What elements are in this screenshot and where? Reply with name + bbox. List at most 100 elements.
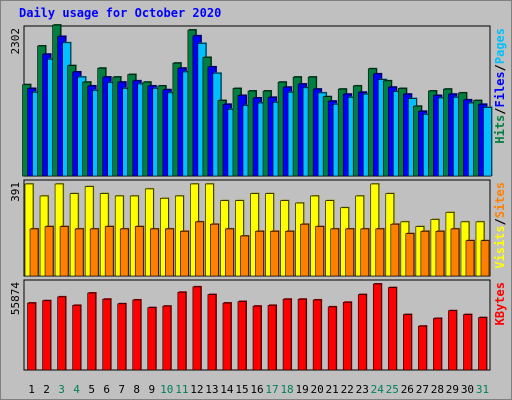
bar-kbytes-25 <box>387 287 397 371</box>
x-tick-7: 7 <box>118 383 125 396</box>
bar-sites-16 <box>255 230 264 277</box>
legend-kbytes: KBytes <box>493 282 507 325</box>
x-tick-22: 22 <box>341 383 354 396</box>
x-tick-14: 14 <box>220 383 234 396</box>
bar-kbytes-2 <box>42 300 51 371</box>
bar-sites-18 <box>285 230 294 277</box>
x-tick-12: 12 <box>190 383 203 396</box>
bar-kbytes-3 <box>57 296 66 371</box>
bar-kbytes-1 <box>27 302 36 371</box>
bar-kbytes-20 <box>312 299 322 371</box>
panel-top-ymax-label: 2302 <box>9 28 22 55</box>
bar-sites-8 <box>134 226 144 277</box>
x-tick-21: 21 <box>326 383 339 396</box>
bar-kbytes-18 <box>282 298 292 371</box>
x-tick-11: 11 <box>175 383 188 396</box>
legend-separator: / <box>493 107 507 114</box>
chart-panels: 2302Hits/Files/Pages391Visits/Sites55874… <box>9 24 507 371</box>
x-tick-17: 17 <box>265 383 278 396</box>
bar-kbytes-28 <box>433 318 442 371</box>
bar-sites-9 <box>149 228 159 277</box>
legend-separator: / <box>493 218 507 225</box>
bar-kbytes-9 <box>147 307 157 371</box>
bar-sites-23 <box>360 228 370 277</box>
x-tick-9: 9 <box>148 383 155 396</box>
bar-kbytes-19 <box>297 298 307 371</box>
bar-kbytes-22 <box>342 301 352 371</box>
x-tick-10: 10 <box>160 383 173 396</box>
x-tick-19: 19 <box>295 383 308 396</box>
bar-sites-22 <box>345 228 354 277</box>
bar-sites-29 <box>450 228 460 277</box>
legend-visits: Visits <box>493 225 507 268</box>
bar-kbytes-24 <box>372 283 382 371</box>
x-tick-24: 24 <box>371 383 385 396</box>
bar-kbytes-30 <box>463 314 472 371</box>
bar-kbytes-8 <box>132 299 142 371</box>
bar-kbytes-27 <box>418 325 427 371</box>
bar-kbytes-13 <box>207 294 217 371</box>
bar-sites-2 <box>44 226 54 277</box>
bar-pages-31 <box>483 107 492 177</box>
bar-kbytes-14 <box>222 302 232 371</box>
x-tick-2: 2 <box>43 383 50 396</box>
x-tick-30: 30 <box>461 383 474 396</box>
x-tick-27: 27 <box>416 383 429 396</box>
x-tick-4: 4 <box>73 383 80 396</box>
legend-pages: Pages <box>493 28 507 64</box>
bar-sites-27 <box>420 230 430 277</box>
bar-sites-6 <box>104 226 114 277</box>
x-tick-23: 23 <box>356 383 369 396</box>
bar-kbytes-11 <box>177 291 187 371</box>
legend-files: Files <box>493 71 507 107</box>
x-tick-18: 18 <box>280 383 293 396</box>
bar-sites-10 <box>165 228 174 277</box>
x-tick-8: 8 <box>133 383 140 396</box>
bar-sites-19 <box>300 223 309 277</box>
legend-separator: / <box>493 64 507 71</box>
x-tick-25: 25 <box>386 383 399 396</box>
bar-sites-28 <box>435 230 445 277</box>
panel-top-legend: Hits/Files/Pages <box>493 28 507 144</box>
bar-sites-11 <box>180 230 189 277</box>
x-tick-20: 20 <box>311 383 324 396</box>
legend-hits: Hits <box>493 115 507 144</box>
x-tick-28: 28 <box>431 383 444 396</box>
bar-sites-30 <box>465 240 475 277</box>
x-tick-26: 26 <box>401 383 414 396</box>
bar-sites-24 <box>375 228 385 277</box>
bar-kbytes-21 <box>327 306 337 371</box>
bar-sites-7 <box>119 228 129 277</box>
bar-kbytes-12 <box>192 286 202 371</box>
panel-bottom-ymax-label: 55874 <box>9 282 22 315</box>
bar-kbytes-7 <box>117 303 127 371</box>
x-tick-31: 31 <box>476 383 489 396</box>
bar-kbytes-16 <box>252 305 262 371</box>
x-tick-5: 5 <box>88 383 95 396</box>
legend-sites: Sites <box>493 182 507 218</box>
x-tick-13: 13 <box>205 383 218 396</box>
x-tick-6: 6 <box>103 383 110 396</box>
panel-middle-legend: Visits/Sites <box>493 182 507 269</box>
bar-sites-15 <box>240 235 249 277</box>
bar-sites-5 <box>89 228 99 277</box>
bar-kbytes-10 <box>162 305 172 371</box>
chart-title: Daily usage for October 2020 <box>19 6 221 20</box>
bar-sites-25 <box>390 223 400 277</box>
bar-sites-12 <box>195 221 204 277</box>
bar-sites-20 <box>315 226 324 277</box>
bar-sites-21 <box>330 228 339 277</box>
bar-sites-31 <box>480 240 490 277</box>
bar-sites-13 <box>210 223 219 277</box>
x-tick-16: 16 <box>250 383 263 396</box>
bar-kbytes-23 <box>357 294 367 371</box>
bar-sites-1 <box>29 228 39 277</box>
x-tick-3: 3 <box>58 383 65 396</box>
x-axis-tick-labels: 1 2 3 4 5 6 7 8 9 10 11 12 13 14 15 16 17 18 19 20 21 22 23 24 2… <box>28 383 489 396</box>
panel-bottom-legend: KBytes <box>493 282 507 325</box>
bar-kbytes-15 <box>237 301 247 371</box>
bar-sites-26 <box>405 233 415 277</box>
x-tick-29: 29 <box>446 383 459 396</box>
